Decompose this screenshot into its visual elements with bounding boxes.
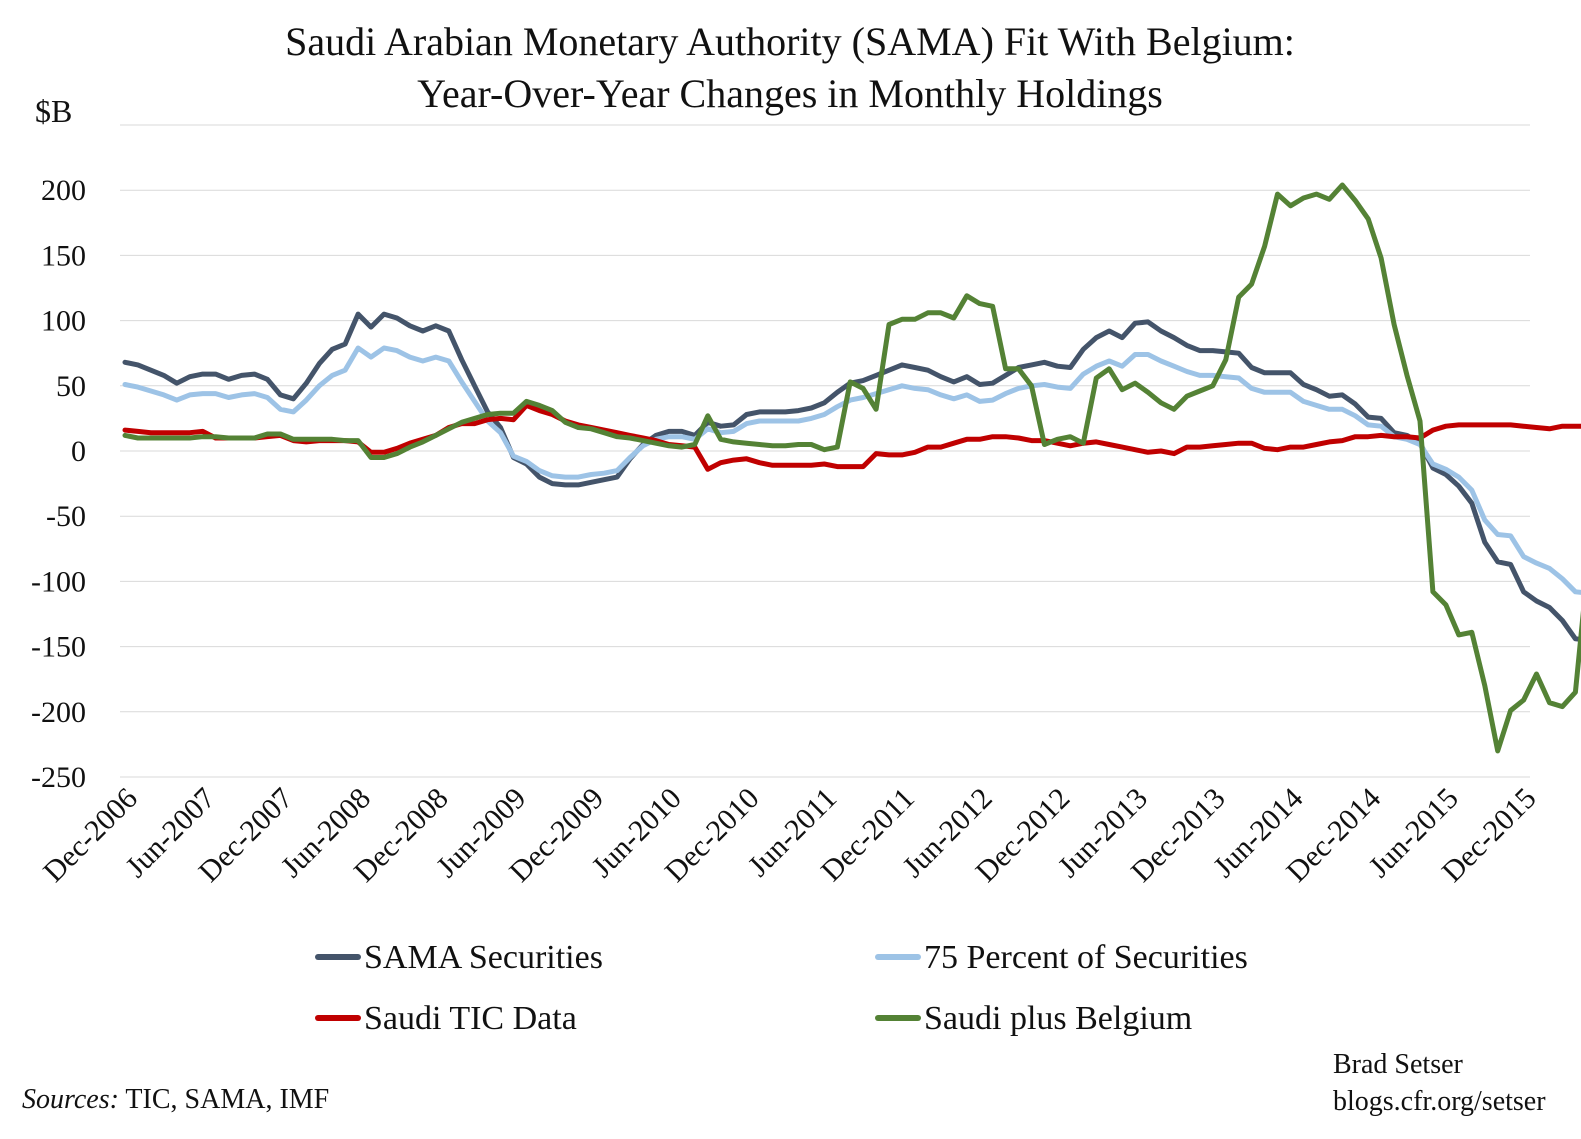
y-tick-label: -50 xyxy=(46,500,86,533)
series-line-saudi-tic-data xyxy=(122,402,1581,472)
y-tick-label: 200 xyxy=(41,174,86,207)
website-credit: blogs.cfr.org/setser xyxy=(1333,1086,1546,1117)
y-tick-label: 100 xyxy=(41,305,86,338)
legend-label-75-percent: 75 Percent of Securities xyxy=(924,939,1248,976)
y-tick-label: 50 xyxy=(56,370,86,403)
y-tick-label: 150 xyxy=(41,239,86,272)
sources-note: Sources: TIC, SAMA, IMF xyxy=(22,1084,329,1115)
legend: SAMA Securities 75 Percent of Securities… xyxy=(315,939,1248,1037)
y-tick-label: -250 xyxy=(31,761,86,794)
x-tick-label: Dec-2006 xyxy=(37,782,144,889)
chart-title-line-1: Saudi Arabian Monetary Authority (SAMA) … xyxy=(285,19,1295,64)
y-tick-label: 0 xyxy=(71,435,86,468)
chart-title-line-2: Year-Over-Year Changes in Monthly Holdin… xyxy=(417,71,1163,116)
y-tick-label: -100 xyxy=(31,565,86,598)
y-axis-unit-label: $B xyxy=(35,93,72,129)
x-axis-ticks: Dec-2006Jun-2007Dec-2007Jun-2008Dec-2008… xyxy=(37,782,1543,889)
series-line-sama-securities xyxy=(122,311,1581,642)
series-line-saudi-plus-belgium xyxy=(122,182,1581,754)
series-lines xyxy=(122,182,1581,754)
legend-label-saudi-plus-belgium: Saudi plus Belgium xyxy=(924,1000,1192,1037)
sources-label: Sources: xyxy=(22,1084,119,1115)
sources-text: TIC, SAMA, IMF xyxy=(119,1084,329,1115)
author-credit: Brad Setser xyxy=(1333,1049,1464,1080)
legend-label-sama-securities: SAMA Securities xyxy=(364,939,603,976)
y-tick-label: -150 xyxy=(31,631,86,664)
legend-label-saudi-tic: Saudi TIC Data xyxy=(364,1000,577,1037)
y-tick-label: -200 xyxy=(31,696,86,729)
y-axis-ticks: 200 150 100 50 0 -50 -100 -150 -200 -250 xyxy=(31,174,86,794)
series-line-75-percent-of-securities xyxy=(122,345,1581,595)
